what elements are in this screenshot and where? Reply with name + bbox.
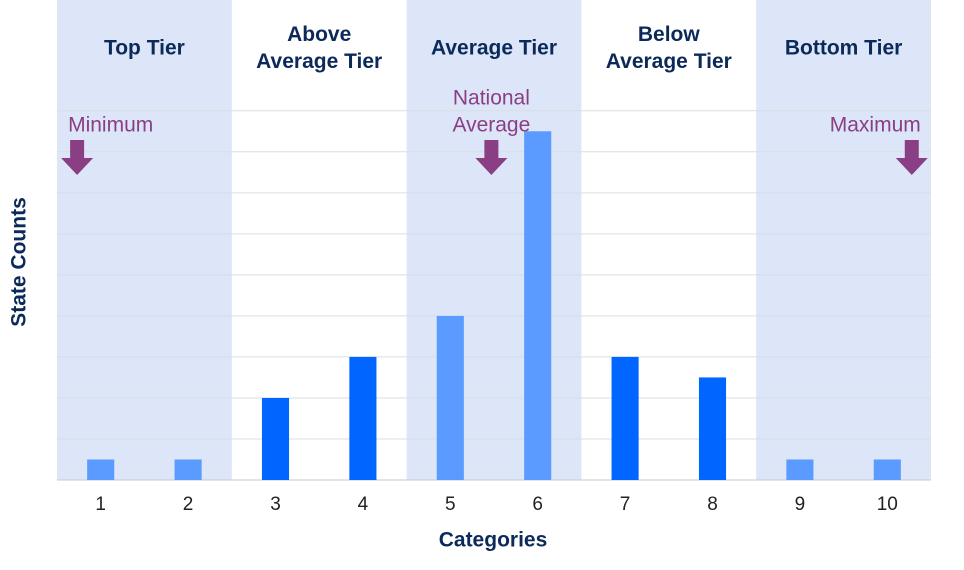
bar [349,356,377,480]
annotation-text: Maximum [830,114,921,137]
bar [698,377,727,480]
annotation-arrow [61,140,94,175]
bar [611,356,639,480]
tier-band [406,0,582,480]
x-tick-label: 6 [532,494,543,515]
bar [786,459,814,480]
bar [261,397,290,480]
tier-label: Average Tier [606,50,732,73]
tier-label: Bottom Tier [785,37,902,60]
x-tick-label: 1 [95,494,106,515]
x-axis-label: Categories [439,529,548,552]
bar [524,131,552,481]
tier-label: Below [638,23,701,46]
tier-band [756,0,931,480]
tier-label: Average Tier [431,37,557,60]
bar [873,459,901,480]
x-tick-label: 7 [620,494,631,515]
x-tick-label: 3 [270,494,281,515]
x-tick-label: 9 [795,494,806,515]
bar [174,459,202,480]
tier-band [57,0,232,480]
x-tick-label: 8 [707,494,718,515]
tier-label: Above [287,23,351,46]
x-tick-label: 5 [445,494,456,515]
x-tick-label: 10 [877,494,898,515]
tier-label: Top Tier [104,37,185,60]
annotation-text: Average [452,114,530,137]
annotation-text: Minimum [68,114,153,137]
bar [87,459,115,480]
bar [436,315,464,480]
y-axis-label: State Counts [8,197,31,327]
tier-label: Average Tier [256,50,382,73]
annotation-text: National [453,87,530,110]
x-tick-label: 4 [358,494,369,515]
x-tick-label: 2 [183,494,194,515]
annotation-arrow [475,140,508,175]
annotation-arrow [895,140,928,175]
